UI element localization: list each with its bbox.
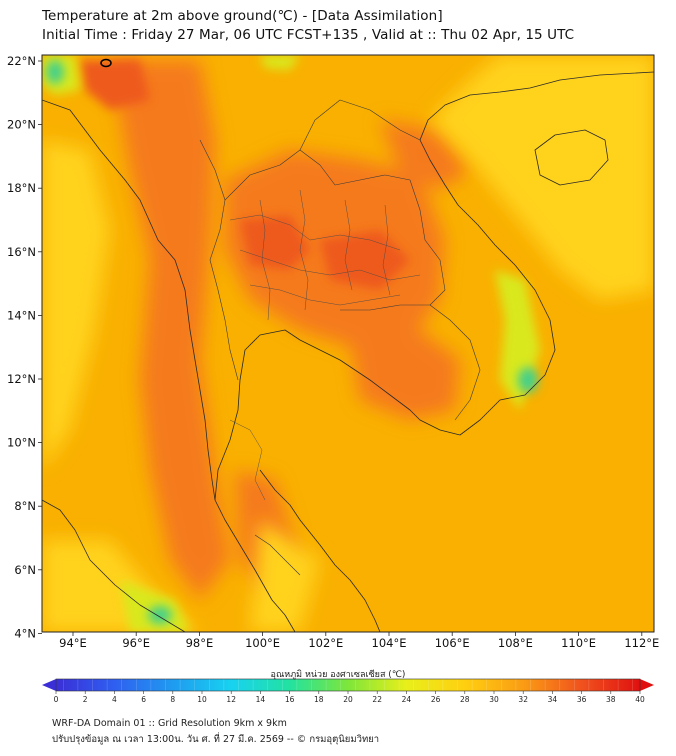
colorbar-tick-label: 14: [256, 695, 266, 704]
lon-tick-label: 98°E: [186, 636, 214, 650]
longitude-axis: 94°E 96°E 98°E 100°E 102°E 104°E 106°E 108°E 110…: [59, 632, 659, 650]
lon-tick-label: 106°E: [435, 636, 470, 650]
lat-tick-label: 4°N: [14, 626, 36, 640]
hot-core-northwest: [80, 60, 150, 110]
coolest-spot-sumatra: [148, 606, 172, 624]
colorbar-tick-label: 22: [372, 695, 382, 704]
colorbar-tick-label: 8: [170, 695, 175, 704]
lat-tick-label: 12°N: [7, 372, 36, 386]
colorbar-tick-label: 0: [54, 695, 59, 704]
cool-region-sumatra: [120, 580, 190, 632]
colorbar-gradient: [56, 679, 640, 691]
mild-region-bay: [42, 140, 110, 470]
colorbar-tick-label: 40: [635, 695, 645, 704]
coastline-gulf-south-china-sea: [214, 71, 654, 501]
colorbar-tick-label: 28: [460, 695, 470, 704]
hot-core-central: [240, 215, 310, 270]
colorbar-tick-label: 16: [285, 695, 295, 704]
latitude-axis: 22°N 20°N 18°N 16°N 14°N 12°N 10°N 8°N 6°N 4°N: [7, 54, 42, 640]
footer-update-info: ปรับปรุงข้อมูล ณ เวลา 13:00น. วัน ศ. ที่…: [52, 734, 380, 745]
colorbar-tick-label: 4: [112, 695, 117, 704]
colorbar-label: อุณหภูมิ หน่วย องศาเซลเซียส (℃): [270, 670, 406, 680]
colorbar-min-arrow: [42, 679, 56, 691]
mild-region-hainan: [530, 120, 620, 190]
coastline-hainan: [534, 129, 609, 186]
colorbar-tick-label: 6: [141, 695, 146, 704]
warm-region-cambodia: [350, 330, 460, 420]
colorbar-tick-label: 32: [518, 695, 528, 704]
lon-tick-label: 110°E: [561, 636, 596, 650]
lon-tick-label: 94°E: [59, 636, 87, 650]
colorbar-tick-label: 2: [83, 695, 88, 704]
map-subtitle: Initial Time : Friday 27 Mar, 06 UTC FCS…: [42, 27, 575, 43]
lat-tick-label: 10°N: [7, 436, 36, 450]
border-cambodia: [340, 304, 481, 421]
coolest-spot-northwest: [46, 60, 64, 84]
warm-region-north: [380, 120, 470, 190]
coastline-sumatra: [42, 499, 186, 632]
lat-tick-label: 22°N: [7, 54, 36, 68]
lat-tick-label: 18°N: [7, 181, 36, 195]
border-laos-north: [299, 99, 421, 151]
border-thailand-malaysia: [254, 534, 301, 576]
coastline-andaman: [42, 99, 296, 632]
border-thailand-laos: [224, 149, 446, 306]
colorbar-tick-label: 18: [314, 695, 324, 704]
lat-tick-label: 6°N: [14, 563, 36, 577]
lat-tick-label: 20°N: [7, 118, 36, 132]
contour-marker: [100, 58, 112, 68]
map-frame: [41, 54, 655, 633]
colorbar-tick-label: 10: [197, 695, 207, 704]
lon-tick-label: 100°E: [245, 636, 280, 650]
map-title: Temperature at 2m above ground(℃) - [Dat…: [42, 8, 443, 24]
lat-tick-label: 8°N: [14, 499, 36, 513]
lon-tick-label: 108°E: [498, 636, 533, 650]
coastline-peninsula-east: [259, 469, 381, 632]
colorbar-tick-label: 12: [226, 695, 236, 704]
province-borders: [229, 189, 421, 501]
colorbar-max-arrow: [640, 679, 654, 691]
border-myanmar-thailand: [199, 139, 239, 381]
lon-tick-label: 96°E: [122, 636, 150, 650]
lon-tick-label: 112°E: [624, 636, 659, 650]
lat-tick-label: 16°N: [7, 245, 36, 259]
colorbar-tick-label: 36: [577, 695, 587, 704]
lat-tick-label: 14°N: [7, 308, 36, 322]
colorbar-tick-label: 34: [548, 695, 558, 704]
colorbar-tick-label: 20: [343, 695, 353, 704]
footer-domain-info: WRF-DA Domain 01 :: Grid Resolution 9km …: [52, 718, 287, 729]
colorbar-tick-label: 30: [489, 695, 499, 704]
colorbar-tick-label: 26: [431, 695, 441, 704]
lon-tick-label: 102°E: [308, 636, 343, 650]
country-borders: [199, 99, 481, 576]
hot-core-northeast: [320, 230, 410, 290]
coolest-spot-dalat: [518, 367, 538, 393]
warm-region-west: [110, 60, 230, 600]
coastlines: [42, 71, 654, 632]
colorbar: 0 2 4 6 8 10 12 14 16 18 20 22 24 26 28 30 32 34 36 38 40: [42, 678, 654, 704]
colorbar-tick-label: 38: [606, 695, 616, 704]
lon-tick-label: 104°E: [372, 636, 407, 650]
cool-region-north: [260, 55, 300, 70]
colorbar-tick-label: 24: [402, 695, 412, 704]
temperature-field: [42, 55, 654, 632]
mild-region-malaysia: [250, 520, 320, 632]
